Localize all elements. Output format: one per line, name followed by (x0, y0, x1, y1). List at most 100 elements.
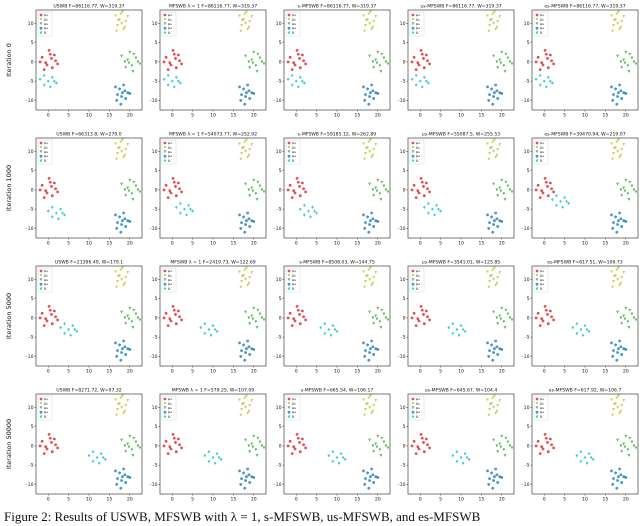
x-tick-label: 15 (354, 369, 360, 375)
point (209, 333, 213, 337)
point (252, 50, 256, 54)
x-tick-label: 20 (127, 113, 133, 119)
point (611, 29, 615, 33)
point (302, 187, 305, 191)
y-tick-label: 5 (527, 168, 530, 174)
point (378, 64, 382, 68)
point (416, 445, 420, 449)
point (44, 317, 48, 321)
point (239, 354, 243, 358)
point (46, 79, 50, 83)
point (503, 198, 507, 201)
x-tick-label: 10 (458, 113, 464, 119)
legend-label: μ₄ (44, 153, 48, 158)
point (493, 138, 496, 142)
legend-marker (535, 146, 539, 149)
point (495, 316, 499, 320)
legend-label: μ₁ (540, 140, 544, 145)
legend-label: μ₁ (416, 140, 420, 145)
point (375, 445, 379, 449)
point (169, 191, 173, 195)
legend-marker (39, 26, 43, 30)
point (114, 142, 117, 146)
legend-label: μ₃ (44, 277, 48, 282)
point (50, 313, 53, 316)
point (488, 23, 491, 27)
point (495, 473, 499, 477)
y-tick-label: -5 (525, 335, 530, 341)
legend-marker (163, 269, 167, 273)
point (368, 150, 372, 153)
point (203, 331, 207, 335)
point (555, 194, 558, 198)
legend-marker (535, 286, 539, 291)
point (138, 190, 142, 194)
x-tick-label: 15 (230, 241, 236, 247)
legend-marker (411, 269, 415, 273)
point (331, 323, 335, 328)
point (623, 189, 627, 193)
point (561, 205, 564, 209)
point (243, 486, 247, 490)
x-tick-label: 15 (354, 113, 360, 119)
point (300, 181, 304, 185)
point (492, 22, 496, 25)
point (500, 306, 504, 310)
point (634, 62, 638, 66)
point (495, 25, 499, 29)
legend-marker (411, 158, 415, 163)
point (304, 190, 308, 194)
point (50, 66, 54, 70)
x-tick-label: 0 (47, 497, 50, 503)
point (612, 279, 615, 283)
point (48, 436, 52, 440)
point (118, 343, 121, 347)
point (487, 354, 491, 358)
point (244, 278, 248, 281)
y-tick-label: 10 (524, 405, 530, 411)
point (250, 271, 254, 274)
point (247, 473, 251, 477)
x-tick-label: 5 (67, 241, 70, 247)
point (366, 274, 369, 278)
legend-marker (163, 406, 167, 410)
panel: es-MFSWB F=617.51, W=106.730 5 10 15 20-10-5… (522, 260, 639, 375)
point (426, 443, 429, 447)
legend-label: μ₂ (44, 400, 48, 405)
legend-marker (411, 286, 415, 291)
point (262, 190, 266, 194)
panel-title: us-MFSWB F=645.67, W=104.4 (425, 388, 498, 394)
point (239, 157, 243, 161)
point (240, 23, 243, 27)
legend-label: μ₁ (44, 140, 48, 145)
point (362, 85, 365, 89)
point (371, 316, 375, 320)
point (123, 444, 127, 448)
legend-label: μ₁ (416, 12, 420, 17)
point (248, 353, 252, 356)
point (364, 477, 367, 481)
point (620, 353, 624, 356)
y-tick-label: 10 (28, 405, 34, 411)
point (119, 268, 123, 272)
legend-marker (411, 274, 415, 277)
point (50, 194, 54, 198)
point (296, 436, 300, 440)
point (616, 95, 620, 98)
point (420, 308, 424, 312)
x-tick-label: 5 (439, 241, 442, 247)
point (247, 188, 251, 192)
point (302, 203, 306, 207)
point (622, 399, 626, 402)
point (238, 85, 241, 89)
point (244, 150, 248, 153)
point (123, 217, 127, 221)
x-tick-label: 15 (354, 241, 360, 247)
point (552, 62, 556, 66)
point (255, 326, 259, 329)
point (91, 450, 95, 454)
point (490, 18, 493, 22)
x-tick-label: 20 (499, 113, 505, 119)
y-tick-label: 0 (403, 443, 406, 449)
point (492, 182, 496, 186)
